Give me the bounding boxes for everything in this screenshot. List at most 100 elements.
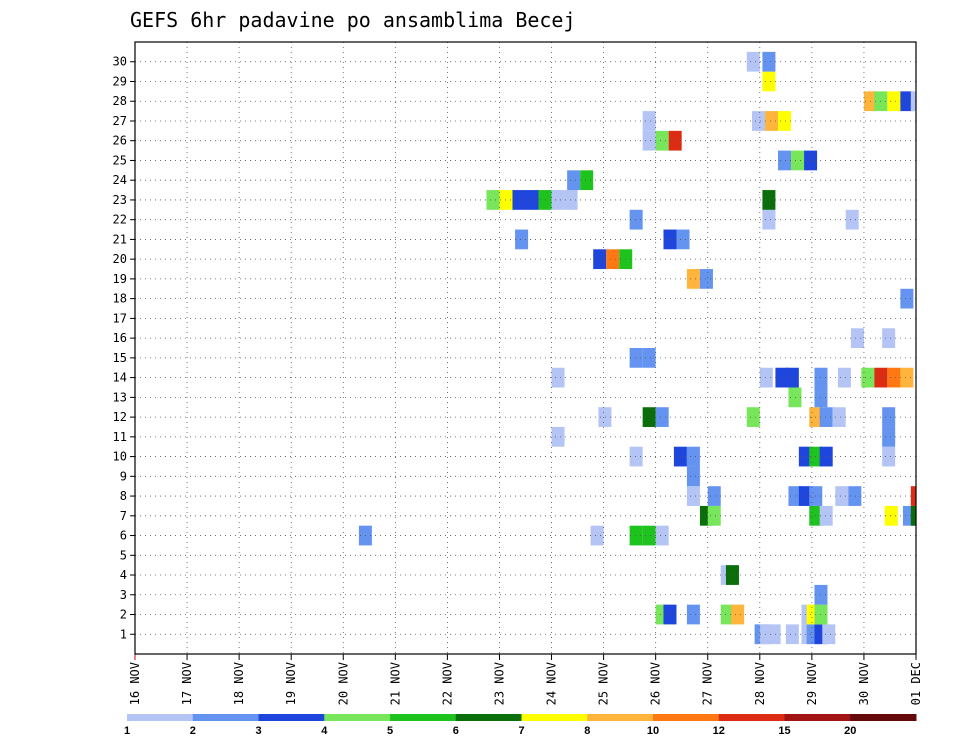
colorbar-swatch	[258, 714, 325, 721]
data-cell	[900, 367, 914, 388]
data-cell	[629, 446, 643, 467]
data-cell	[835, 486, 849, 506]
data-cell	[819, 407, 833, 427]
data-cell	[882, 446, 896, 467]
data-cell	[606, 249, 620, 270]
y-tick-label: 3	[120, 588, 127, 602]
y-tick-label: 27	[113, 114, 127, 128]
y-tick-label: 29	[113, 74, 127, 88]
data-cell	[778, 111, 792, 131]
data-cell	[686, 486, 700, 506]
x-tick-label: 30 NOV	[857, 662, 871, 705]
colorbar-swatch	[718, 714, 785, 721]
data-cell	[642, 407, 656, 427]
colorbar-swatch	[587, 714, 654, 721]
data-cell	[663, 604, 677, 625]
y-tick-label: 25	[113, 153, 127, 167]
data-cell	[686, 466, 700, 487]
data-cell	[910, 505, 916, 526]
colorbar-label: 5	[387, 725, 393, 737]
colorbar-swatch	[324, 714, 391, 721]
data-cell	[762, 190, 776, 210]
y-tick-label: 30	[113, 55, 127, 69]
data-cell	[564, 190, 578, 210]
cells-layer	[358, 51, 916, 645]
data-cell	[845, 209, 859, 230]
y-tick-label: 18	[113, 292, 127, 306]
y-tick-label: 2	[120, 608, 127, 622]
data-cell	[663, 229, 677, 250]
y-tick-label: 20	[113, 252, 127, 266]
data-cell	[882, 328, 896, 348]
colorbar-label: 7	[518, 725, 524, 737]
data-cell	[551, 190, 565, 210]
y-tick-label: 7	[120, 509, 127, 523]
data-cell	[762, 51, 776, 72]
data-cell	[778, 150, 792, 171]
x-tick-label: 21 NOV	[388, 662, 402, 705]
x-tick-label: 28 NOV	[753, 662, 767, 705]
data-cell	[832, 407, 846, 427]
y-tick-label: 8	[120, 489, 127, 503]
y-tick-label: 1	[120, 627, 127, 641]
y-tick-label: 10	[113, 450, 127, 464]
data-cell	[848, 486, 862, 506]
data-cell	[822, 624, 836, 645]
x-tick-label: 29 NOV	[805, 662, 819, 705]
data-cell	[629, 348, 643, 368]
colorbar-swatch	[653, 714, 720, 721]
y-tick-label: 5	[120, 548, 127, 562]
y-tick-label: 28	[113, 94, 127, 108]
data-cell	[785, 624, 799, 645]
data-cell	[887, 367, 901, 388]
data-cell	[887, 91, 901, 112]
colorbar-label: 3	[255, 725, 261, 737]
data-cell	[731, 604, 745, 625]
data-cell	[759, 367, 773, 388]
data-cell	[515, 229, 529, 250]
y-tick-label: 24	[113, 173, 127, 187]
colorbar-swatch	[784, 714, 851, 721]
data-cell	[791, 150, 805, 171]
colorbar-swatch	[455, 714, 522, 721]
data-cell	[882, 426, 896, 447]
y-tick-label: 17	[113, 311, 127, 325]
data-cell	[751, 111, 766, 131]
data-cell	[850, 328, 864, 348]
y-tick-label: 21	[113, 232, 127, 246]
x-tick-label: 18 NOV	[232, 662, 246, 705]
data-cell	[686, 604, 700, 625]
y-tick-label: 26	[113, 134, 127, 148]
data-cell	[767, 624, 781, 645]
data-cell	[593, 249, 607, 270]
data-cell	[512, 190, 526, 210]
y-tick-label: 9	[120, 469, 127, 483]
data-cell	[725, 565, 739, 585]
y-tick-label: 14	[113, 371, 127, 385]
x-tick-label: 24 NOV	[545, 662, 559, 705]
x-tick-label: 20 NOV	[336, 662, 350, 705]
colorbar-label: 12	[713, 725, 725, 737]
data-cell	[746, 51, 760, 72]
colorbar-swatch	[127, 714, 194, 721]
data-cell	[762, 71, 776, 92]
x-tick-label: 01 DEC	[909, 662, 923, 705]
colorbar-swatch	[390, 714, 457, 721]
data-cell	[837, 367, 851, 388]
colorbar-label: 15	[778, 725, 790, 737]
data-cell	[655, 525, 669, 546]
data-cell	[699, 269, 713, 289]
data-cell	[642, 525, 656, 546]
data-cell	[655, 130, 669, 151]
data-cell	[707, 505, 721, 526]
x-tick-label: 23 NOV	[492, 662, 506, 705]
y-tick-label: 6	[120, 529, 127, 543]
data-cell	[707, 486, 721, 506]
data-cell	[775, 367, 789, 388]
data-cell	[525, 190, 539, 210]
data-cell	[746, 407, 760, 427]
data-cell	[598, 407, 612, 427]
colorbar-label: 2	[190, 725, 196, 737]
data-cell	[629, 209, 643, 230]
